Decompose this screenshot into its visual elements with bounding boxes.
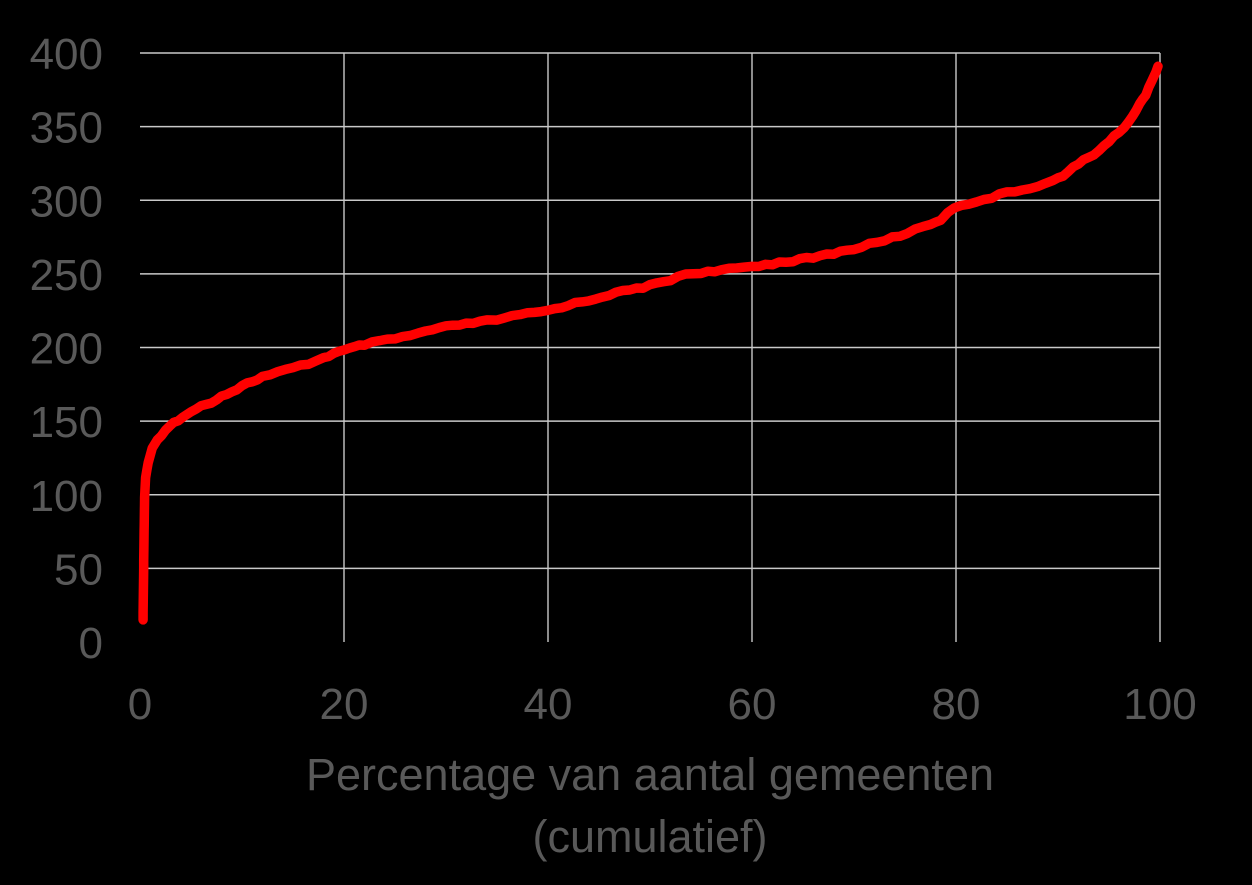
x-tick-label: 60 xyxy=(728,680,777,729)
x-tick-label: 100 xyxy=(1123,680,1196,729)
x-tick-label: 40 xyxy=(524,680,573,729)
x-axis-title: Percentage van aantal gemeenten (cumulat… xyxy=(140,744,1160,868)
y-tick-label: 350 xyxy=(30,104,103,153)
x-tick-label: 20 xyxy=(320,680,369,729)
x-axis-title-line-1: Percentage van aantal gemeenten xyxy=(305,749,994,800)
series-line xyxy=(138,61,1163,625)
y-tick-label: 0 xyxy=(79,619,103,668)
y-tick-label: 150 xyxy=(30,398,103,447)
y-tick-label: 200 xyxy=(30,325,103,374)
y-tick-label: 400 xyxy=(30,30,103,79)
x-tick-label: 80 xyxy=(932,680,981,729)
y-tick-label: 50 xyxy=(54,545,103,594)
x-tick-label: 0 xyxy=(128,680,152,729)
y-tick-label: 250 xyxy=(30,251,103,300)
y-tick-label: 300 xyxy=(30,177,103,226)
y-tick-label: 100 xyxy=(30,472,103,521)
x-axis-title-line-2: (cumulatief) xyxy=(532,811,768,862)
